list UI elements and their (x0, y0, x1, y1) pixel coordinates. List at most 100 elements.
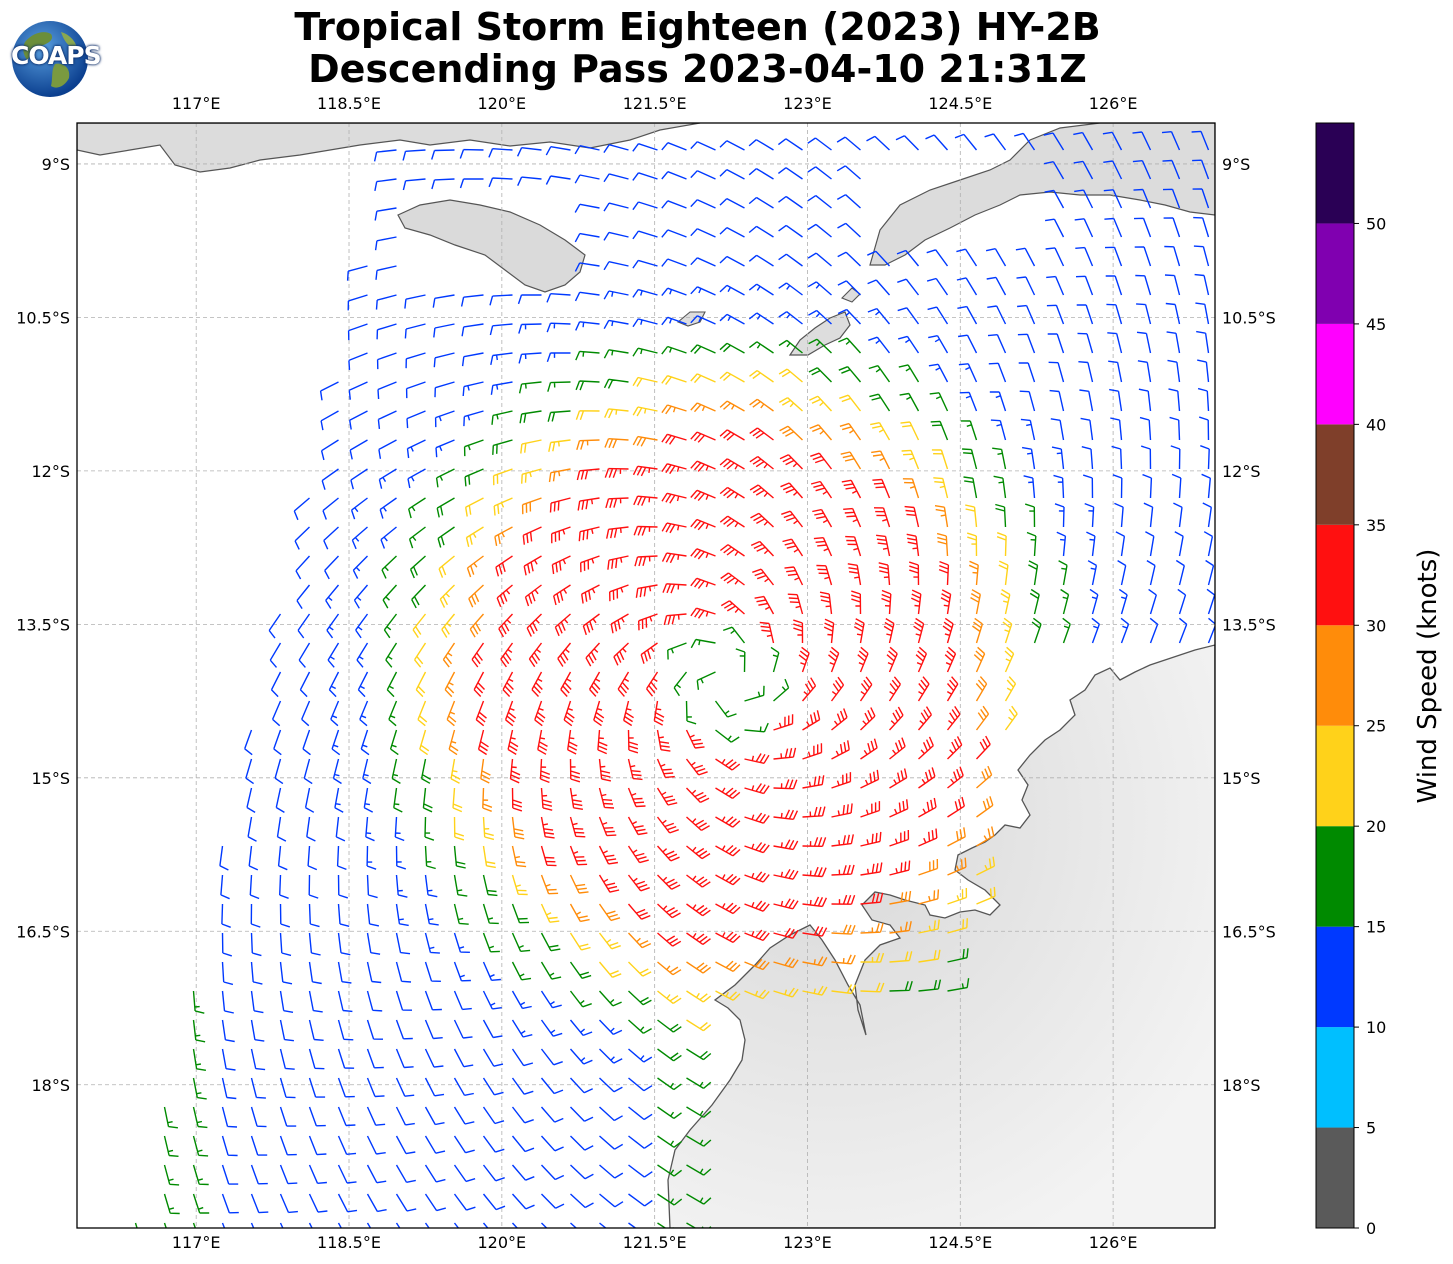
wind-barb (279, 903, 291, 928)
wind-barb (685, 700, 697, 725)
wind-barb (603, 378, 629, 389)
wind-barb (295, 555, 311, 580)
chart-title-line-2: Descending Pass 2023-04-10 21:31Z (308, 47, 1087, 91)
wind-barb (1117, 560, 1127, 586)
wind-barb (819, 591, 833, 615)
lat-label-right: 18°S (1222, 1076, 1261, 1095)
wind-barb (603, 173, 629, 183)
wind-barb (337, 1019, 354, 1041)
wind-barb (471, 642, 485, 668)
wind-barb (722, 626, 746, 644)
wind-barb (407, 468, 426, 489)
colorbar-bins (1316, 123, 1354, 1228)
wind-barb (839, 394, 862, 412)
wind-barb (420, 758, 432, 784)
lon-label-bottom: 126°E (1089, 1233, 1138, 1252)
wind-barb (603, 202, 629, 212)
wind-barb (337, 1048, 355, 1069)
wind-barb (632, 259, 658, 269)
wind-barb (393, 787, 403, 813)
wind-barb (837, 251, 861, 267)
wind-barb (1146, 560, 1156, 586)
wind-barb (1132, 131, 1152, 151)
wind-barb (633, 495, 658, 506)
wind-barb (686, 1077, 712, 1089)
wind-barb (307, 845, 318, 871)
wind-barb (221, 1222, 226, 1228)
wind-barb (860, 769, 880, 789)
wind-barb (1166, 331, 1181, 354)
wind-barb (540, 1019, 563, 1037)
wind-barb (773, 868, 799, 880)
wind-barb (1192, 188, 1210, 209)
wind-barb (549, 497, 571, 513)
wind-barb (628, 1106, 653, 1121)
wind-barb (520, 439, 542, 454)
wind-barb (395, 845, 407, 870)
wind-barb (504, 700, 517, 727)
wind-barb (778, 311, 803, 325)
wind-barb (918, 889, 940, 905)
wind-barb (604, 408, 629, 419)
wind-barb (554, 613, 571, 637)
wind-barb (250, 1164, 268, 1185)
wind-barb (424, 1222, 430, 1228)
wind-barb (657, 874, 681, 890)
wind-barb (607, 555, 629, 570)
wind-barb (395, 1019, 413, 1040)
wind-barb (353, 584, 369, 609)
wind-barb (424, 1048, 444, 1068)
wind-barb (540, 816, 555, 839)
wind-barb (1196, 330, 1210, 354)
wind-barb (976, 856, 996, 876)
lat-label-left: 10.5°S (16, 308, 70, 327)
wind-barb (437, 526, 455, 548)
wind-barb (424, 1193, 446, 1212)
wind-barb (511, 1077, 534, 1095)
wind-barb (690, 373, 716, 384)
wind-barb (603, 290, 629, 300)
wind-barb (1145, 531, 1155, 557)
wind-barb (748, 312, 774, 325)
wind-barb (598, 758, 612, 782)
wind-barb (831, 772, 852, 789)
wind-barb (511, 787, 523, 812)
wind-barb (473, 671, 486, 697)
wind-barb (424, 1019, 443, 1040)
wind-barb (960, 420, 978, 441)
wind-barb (686, 1106, 712, 1118)
wind-barb (375, 294, 397, 310)
wind-barb (395, 1048, 414, 1069)
wind-barb (488, 177, 513, 188)
wind-barb (540, 903, 560, 923)
wind-barb (523, 555, 542, 576)
wind-barb (1109, 388, 1123, 412)
wind-barb (395, 961, 412, 983)
wind-barb (809, 424, 833, 441)
wind-barb (442, 642, 456, 668)
wind-barb (807, 137, 832, 151)
wind-barb (221, 1193, 239, 1214)
wind-barb (446, 700, 457, 727)
wind-barb (744, 783, 770, 795)
colorbar-label: Wind Speed (knots) (1413, 549, 1443, 804)
wind-barb (638, 613, 658, 631)
wind-barb (453, 1222, 460, 1228)
wind-barb (657, 1106, 682, 1119)
wind-barb (250, 1222, 255, 1228)
wind-barb (690, 344, 716, 354)
wind-barb (936, 532, 949, 557)
wind-barb (860, 892, 884, 905)
wind-barb (685, 729, 705, 749)
wind-barb (359, 700, 369, 727)
wind-barb (490, 352, 513, 366)
wind-barb (574, 232, 600, 243)
wind-barb (415, 671, 427, 698)
wind-barb (847, 563, 862, 586)
wind-barb (517, 176, 542, 186)
wind-barb (323, 526, 339, 550)
wind-barb (539, 758, 551, 784)
wind-barb (411, 584, 427, 609)
wind-barb (928, 335, 949, 354)
